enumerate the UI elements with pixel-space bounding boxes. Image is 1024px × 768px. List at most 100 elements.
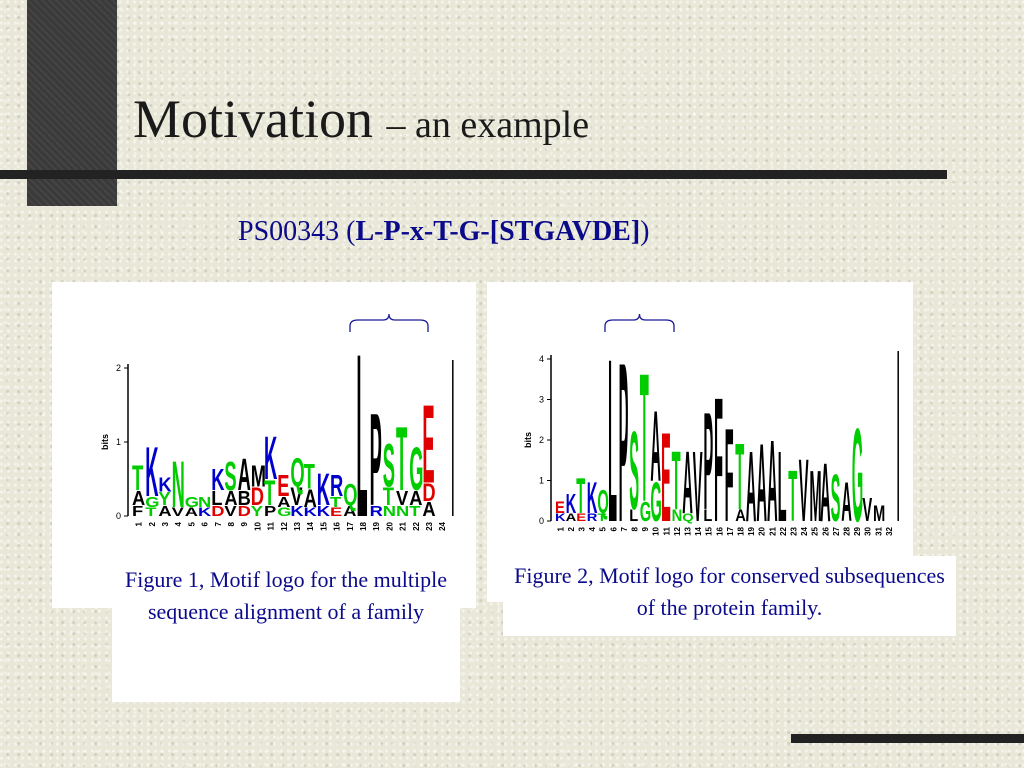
y-tick-label: 1 xyxy=(539,476,544,486)
logo-letter: A xyxy=(185,506,198,519)
logo-letter: A xyxy=(224,488,237,510)
x-tick-label: 18 xyxy=(359,521,368,530)
logo-letter: K xyxy=(211,463,224,497)
logo-letter: E xyxy=(277,469,289,503)
y-tick-label: 2 xyxy=(539,435,544,445)
motif-pattern-line: PS00343 (L-P-x-T-G-[STGAVDE]) xyxy=(238,216,650,248)
x-tick-label: 8 xyxy=(227,521,236,526)
motif-prefix: PS00343 ( xyxy=(238,216,356,247)
logo-letter: V xyxy=(224,502,237,519)
logo-letter: T xyxy=(145,506,157,519)
logo-letter: M xyxy=(809,457,821,537)
logo-letter: K xyxy=(158,475,171,497)
logo-letter: E xyxy=(555,499,565,517)
x-tick-label: 11 xyxy=(662,526,671,535)
x-tick-label: 18 xyxy=(737,526,746,535)
logo-letter: A xyxy=(409,488,422,510)
x-tick-label: 27 xyxy=(832,526,841,535)
x-tick-label: 12 xyxy=(280,521,289,530)
logo-letter: G xyxy=(277,506,291,519)
x-tick-label: 21 xyxy=(768,526,777,535)
y-tick-label: 4 xyxy=(539,354,544,364)
x-tick-label: 11 xyxy=(267,521,276,530)
logo-letter: T xyxy=(640,334,649,540)
x-tick-label: 12 xyxy=(673,526,682,535)
x-tick-label: 16 xyxy=(333,521,342,530)
x-tick-label: 23 xyxy=(790,526,799,535)
title-sub: – an example xyxy=(386,104,590,146)
x-tick-label: 1 xyxy=(135,521,144,526)
x-tick-label: 16 xyxy=(715,526,724,535)
logo-letter: S xyxy=(831,462,841,537)
y-tick-label: 1 xyxy=(116,437,121,447)
x-tick-label: 24 xyxy=(800,526,809,535)
logo-letter: D xyxy=(238,502,251,519)
logo-letter: M xyxy=(251,460,266,494)
motif-region-brace xyxy=(604,313,675,332)
logo-letter: E xyxy=(576,511,586,524)
x-tick-label: 29 xyxy=(853,526,862,535)
x-tick-label: 7 xyxy=(214,521,223,526)
logo-letter: K xyxy=(566,488,577,519)
logo-letter: K xyxy=(555,511,566,524)
x-tick-label: 3 xyxy=(161,521,170,526)
logo-letter: A xyxy=(422,499,435,521)
logo-letter: T xyxy=(330,494,342,511)
logo-letter: T xyxy=(735,425,744,530)
logo-letter: N xyxy=(172,449,185,523)
logo-letter: L xyxy=(608,311,617,571)
logo-letter: N xyxy=(383,502,396,519)
title-divider-bar xyxy=(0,170,947,179)
logo-letter: L xyxy=(778,431,787,543)
logo-letter: M xyxy=(873,501,885,526)
logo-letter: T xyxy=(788,457,797,537)
x-tick-label: 13 xyxy=(684,526,693,535)
logo-letter: K xyxy=(304,506,318,519)
footer-bar xyxy=(791,734,1024,743)
logo-letter: A xyxy=(566,511,577,524)
logo-letter: A xyxy=(650,391,661,503)
figure2-caption-text: Figure 2, Motif logo for conserved subse… xyxy=(514,563,945,620)
x-tick-label: 32 xyxy=(885,526,894,535)
logo-letter: V xyxy=(172,506,185,519)
x-tick-label: 9 xyxy=(240,521,249,526)
motif-pattern: L-P-x-T-G-[STGAVDE] xyxy=(355,216,641,247)
logo-letter: G xyxy=(185,494,199,511)
logo-letter: N xyxy=(396,502,409,519)
logo-letter: G xyxy=(852,402,863,551)
logo-letter: G xyxy=(650,470,661,533)
logo-letter: F xyxy=(725,402,734,551)
logo-letter: A xyxy=(158,502,171,519)
x-tick-label: 24 xyxy=(438,521,447,530)
logo-letter: A xyxy=(746,431,757,543)
x-tick-label: 9 xyxy=(641,526,650,531)
y-tick-label: 0 xyxy=(116,511,121,521)
logo-letter: V xyxy=(799,441,809,540)
logo-letter: T xyxy=(132,457,143,497)
x-tick-label: 14 xyxy=(694,526,703,535)
logo-letter: G xyxy=(640,496,651,527)
logo-letter: A xyxy=(756,420,767,545)
x-tick-label: 23 xyxy=(425,521,434,530)
x-tick-label: 8 xyxy=(631,526,640,531)
logo-letter: T xyxy=(383,482,395,511)
logo-letter: P xyxy=(370,386,382,533)
x-tick-label: 17 xyxy=(346,521,355,530)
logo-letter: K xyxy=(317,502,330,519)
figure1-panel: 0 1 2 bits 1 2 3 4 5 6 7 8 9 10 11 12 13 14 15 16 17 18 19 20 21… xyxy=(52,282,476,608)
x-tick-label: 14 xyxy=(306,521,315,530)
x-tick-label: 2 xyxy=(567,526,576,531)
logo-letter: P xyxy=(703,384,713,539)
x-tick-label: 3 xyxy=(578,526,587,531)
x-tick-label: 13 xyxy=(293,521,302,530)
logo-letter: N xyxy=(672,507,683,525)
x-tick-label: 17 xyxy=(726,526,735,535)
logo-letter: N xyxy=(198,494,211,511)
logo-letter: T xyxy=(396,407,407,510)
logo-letter: A xyxy=(238,451,251,501)
logo-letter: R xyxy=(587,511,598,524)
x-tick-label: 20 xyxy=(385,521,394,530)
logo-letter: A xyxy=(820,446,831,539)
x-tick-label: 25 xyxy=(811,526,820,535)
logo-letter: A xyxy=(304,484,317,513)
